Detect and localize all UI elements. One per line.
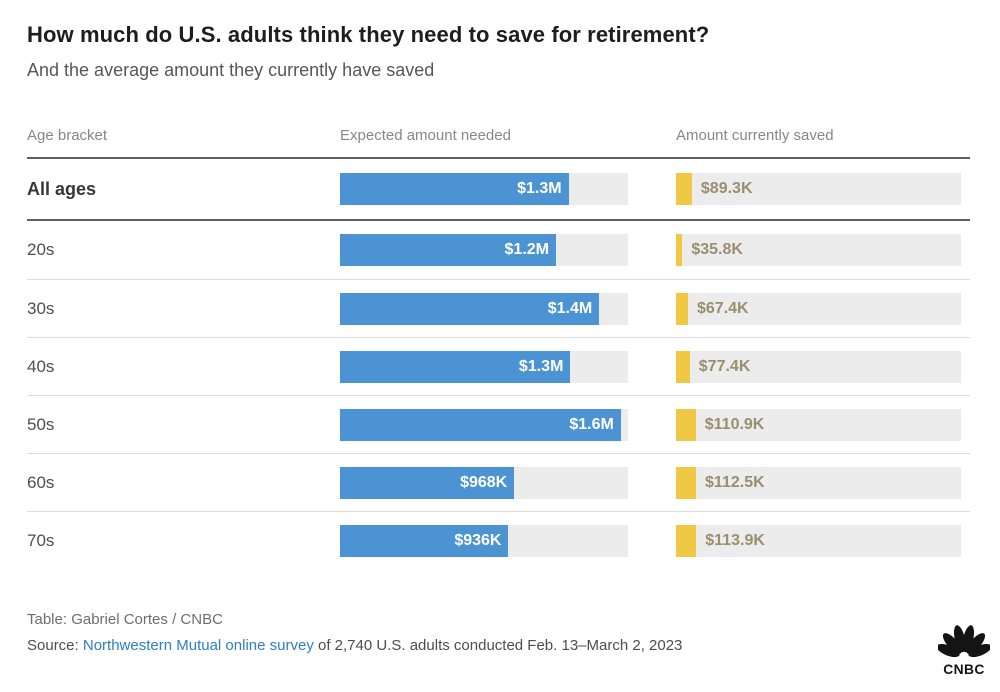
saved-bar	[676, 350, 690, 383]
age-label: 60s	[27, 472, 55, 492]
expected-bar-track: $1.2M	[340, 234, 628, 266]
cnbc-logo-text: CNBC	[943, 661, 984, 677]
chart-page: How much do U.S. adults think they need …	[27, 22, 985, 659]
age-label: 50s	[27, 414, 55, 434]
table-row-50s: 50s $1.6M $110.9K	[27, 395, 970, 453]
expected-bar: $936K	[340, 524, 509, 557]
column-header-expected: Expected amount needed	[340, 127, 511, 144]
age-label: 40s	[27, 356, 55, 376]
expected-value-label: $968K	[460, 473, 508, 491]
saved-bar	[676, 408, 696, 441]
expected-bar-track: $1.4M	[340, 292, 628, 325]
saved-bar-track: $112.5K	[676, 466, 961, 499]
expected-bar: $1.3M	[340, 173, 569, 205]
saved-value-label: $35.8K	[691, 241, 743, 258]
saved-value-label: $110.9K	[704, 415, 765, 433]
table-row-40s: 40s $1.3M $77.4K	[27, 337, 970, 395]
saved-value-label: $113.9K	[705, 531, 765, 549]
footer: Table: Gabriel Cortes / CNBC Source: Nor…	[27, 607, 985, 659]
saved-bar	[676, 524, 697, 557]
expected-bar-track: $1.3M	[340, 173, 628, 205]
saved-value-label: $112.5K	[705, 473, 765, 491]
saved-bar-track: $113.9K	[676, 524, 961, 557]
table-row-20s: 20s $1.2M $35.8K	[27, 221, 970, 279]
table-row-30s: 30s $1.4M $67.4K	[27, 279, 970, 337]
expected-bar: $1.6M	[340, 408, 621, 441]
expected-bar-track: $936K	[340, 524, 628, 557]
age-label: 70s	[27, 530, 55, 550]
saved-bar-track: $89.3K	[676, 173, 961, 205]
table-row-all-ages: All ages $1.3M $89.3K	[27, 159, 970, 221]
chart-subtitle: And the average amount they currently ha…	[27, 60, 435, 80]
expected-bar: $1.2M	[340, 234, 556, 266]
chart-title: How much do U.S. adults think they need …	[27, 22, 710, 47]
saved-bar	[676, 466, 697, 499]
age-label: 30s	[27, 298, 55, 318]
saved-bar	[676, 292, 688, 325]
expected-value-label: $1.2M	[504, 241, 549, 258]
saved-value-label: $77.4K	[698, 357, 751, 375]
expected-bar: $1.3M	[340, 350, 571, 383]
saved-bar-track: $110.9K	[676, 408, 961, 441]
table-row-70s: 70s $936K $113.9K	[27, 511, 970, 569]
expected-value-label: $1.3M	[517, 180, 562, 197]
age-label: 20s	[27, 240, 55, 259]
chart-rows: All ages $1.3M $89.3K 20s $1.2M	[27, 157, 970, 569]
saved-bar-track: $67.4K	[676, 292, 961, 325]
saved-bar	[676, 173, 692, 205]
saved-value-label: $67.4K	[697, 299, 749, 317]
column-header-saved: Amount currently saved	[676, 127, 834, 144]
column-header-age: Age bracket	[27, 127, 108, 144]
expected-bar-track: $1.6M	[340, 408, 628, 441]
table-row-60s: 60s $968K $112.5K	[27, 453, 970, 511]
saved-value-label: $89.3K	[700, 180, 753, 197]
cnbc-logo: CNBC	[936, 616, 992, 680]
source-link[interactable]: Northwestern Mutual online survey	[82, 637, 314, 654]
age-label: All ages	[27, 178, 97, 199]
expected-value-label: $1.6M	[569, 415, 614, 433]
expected-bar-track: $1.3M	[340, 350, 628, 383]
expected-value-label: $936K	[454, 531, 502, 549]
source-line: Source: Northwestern Mutual online surve…	[27, 633, 985, 659]
expected-bar: $1.4M	[340, 292, 600, 325]
expected-value-label: $1.3M	[518, 357, 564, 375]
expected-value-label: $1.4M	[547, 299, 593, 317]
source-prefix: Source:	[27, 637, 83, 654]
expected-bar-track: $968K	[340, 466, 628, 499]
saved-bar-track: $35.8K	[676, 234, 961, 266]
column-headers: Age bracket Expected amount needed Amoun…	[27, 127, 970, 157]
saved-bar-track: $77.4K	[676, 350, 961, 383]
table-credit: Table: Gabriel Cortes / CNBC	[27, 611, 223, 628]
expected-bar: $968K	[340, 466, 515, 499]
source-suffix: of 2,740 U.S. adults conducted Feb. 13–M…	[313, 637, 683, 654]
cnbc-peacock-icon: CNBC	[936, 625, 992, 677]
saved-bar	[676, 234, 683, 266]
